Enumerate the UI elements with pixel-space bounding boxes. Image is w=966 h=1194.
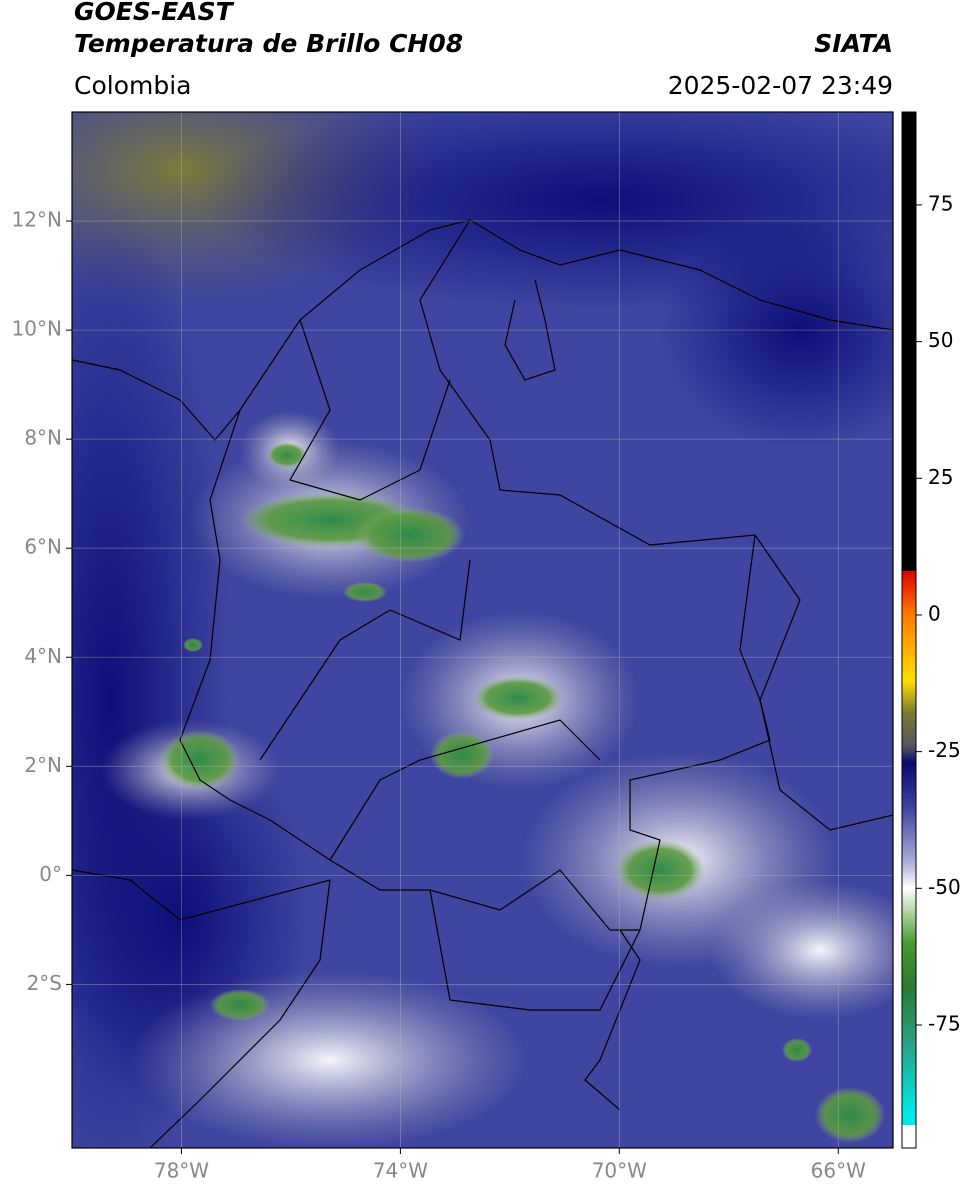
colorbar-tick-label: 0 [928,601,941,625]
y-tick-label: 4°N [24,644,62,668]
grid [72,112,893,1148]
map-frame [71,111,894,1149]
y-tick-label: 12°N [12,208,62,232]
x-tick-label: 78°W [154,1159,209,1183]
colorbar [901,111,917,1149]
colorbar-tick-label: 25 [928,465,953,489]
colorbar-tick-label: -75 [928,1011,961,1035]
y-tick-label: 2°N [24,753,62,777]
y-tick-label: 8°N [24,426,62,450]
colorbar-tick-label: 75 [928,191,953,215]
colorbar-tick-label: -50 [928,875,961,899]
x-tick-label: 74°W [373,1159,428,1183]
x-tick-label: 66°W [811,1159,866,1183]
title: GOES-EAST [74,0,235,26]
source: SIATA [814,29,893,58]
y-tick-label: 10°N [12,317,62,341]
y-tick-label: 0° [39,862,62,886]
satellite-image [72,112,893,1148]
y-tick-label: 2°S [27,971,62,995]
title: Temperatura de Brillo CH08 [74,29,463,58]
x-tick-label: 70°W [592,1159,647,1183]
colorbar-tick-label: 50 [928,328,953,352]
timestamp: 2025-02-07 23:49 [668,71,893,100]
region: Colombia [74,71,191,100]
y-tick-label: 6°N [24,535,62,559]
colorbar-tick-label: -25 [928,738,961,762]
